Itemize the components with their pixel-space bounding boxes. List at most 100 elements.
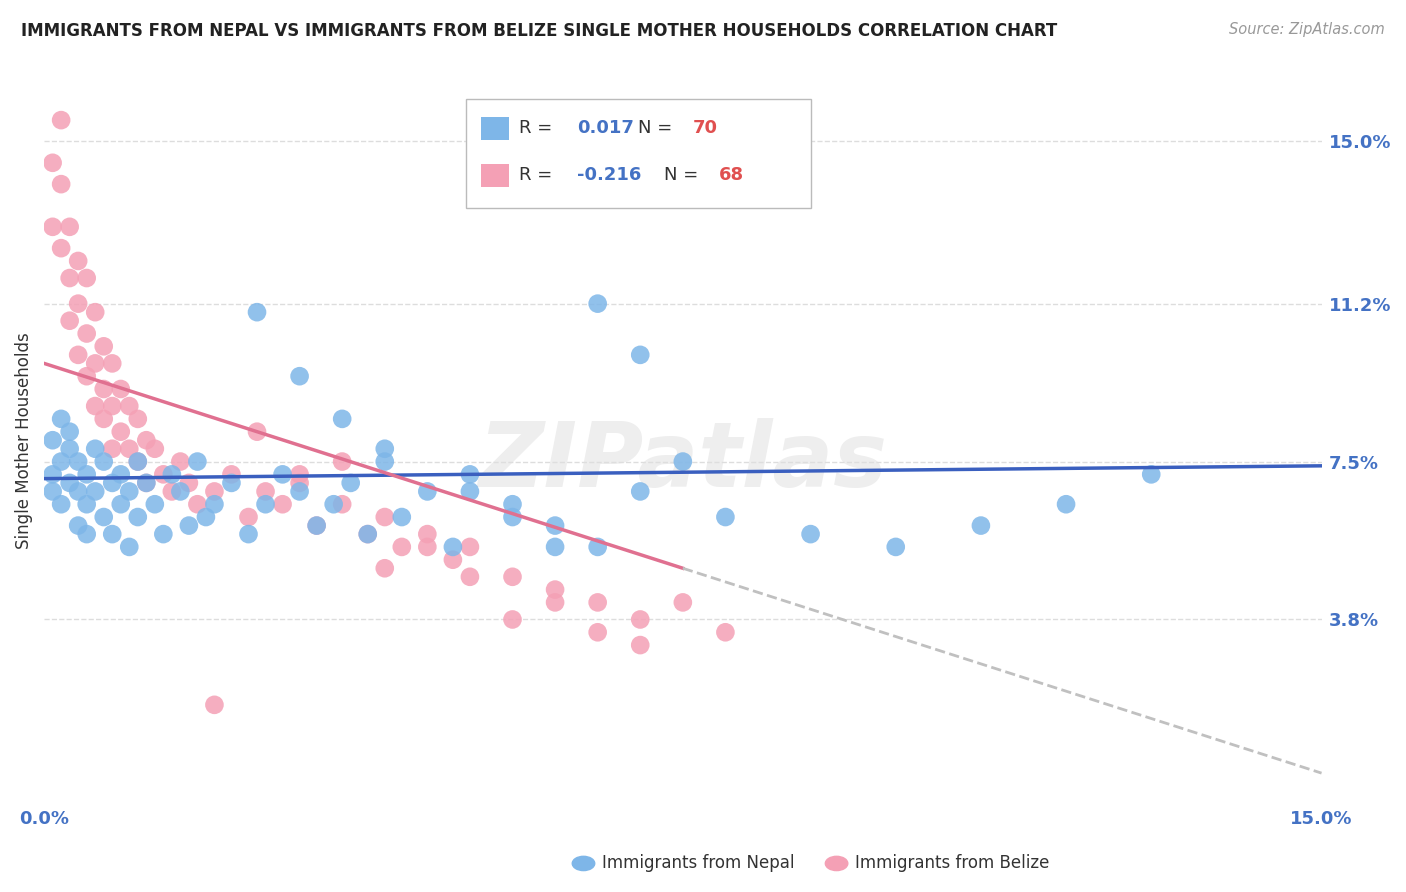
Point [67, 254, 90, 268]
Point [118, 442, 141, 456]
Point [628, 484, 651, 499]
Point [41, 467, 63, 482]
Text: R =: R = [519, 167, 558, 185]
Point [339, 475, 361, 490]
Y-axis label: Single Mother Households: Single Mother Households [15, 332, 32, 549]
Point [118, 399, 141, 413]
Point [59, 425, 82, 439]
Point [628, 638, 651, 652]
Text: N =: N = [638, 120, 678, 137]
Point [67, 348, 90, 362]
Point [59, 475, 82, 490]
Point [458, 467, 481, 482]
Point [441, 540, 464, 554]
FancyBboxPatch shape [481, 164, 509, 187]
Point [59, 271, 82, 285]
Point [101, 356, 124, 370]
Point [246, 305, 269, 319]
Point [59, 314, 82, 328]
Point [288, 467, 311, 482]
Text: 0.017: 0.017 [576, 120, 634, 137]
Point [93, 412, 115, 426]
Point [502, 497, 524, 511]
Point [586, 595, 609, 609]
Point [544, 582, 567, 597]
Point [49, 412, 72, 426]
Point [458, 484, 481, 499]
Point [186, 497, 208, 511]
Point [322, 497, 344, 511]
Point [374, 442, 396, 456]
Point [305, 518, 328, 533]
Point [1140, 467, 1163, 482]
Point [970, 518, 993, 533]
Point [374, 510, 396, 524]
Point [1054, 497, 1077, 511]
Point [628, 612, 651, 626]
Point [127, 454, 149, 468]
Point [59, 219, 82, 234]
Point [135, 475, 157, 490]
Point [41, 434, 63, 448]
Point [93, 510, 115, 524]
Point [84, 399, 107, 413]
Point [357, 527, 380, 541]
Point [76, 467, 98, 482]
Point [101, 527, 124, 541]
Text: Immigrants from Nepal: Immigrants from Nepal [602, 855, 794, 872]
Point [800, 527, 823, 541]
Text: -0.216: -0.216 [576, 167, 641, 185]
Point [416, 527, 439, 541]
Point [84, 356, 107, 370]
Point [204, 497, 226, 511]
Point [76, 369, 98, 384]
Text: IMMIGRANTS FROM NEPAL VS IMMIGRANTS FROM BELIZE SINGLE MOTHER HOUSEHOLDS CORRELA: IMMIGRANTS FROM NEPAL VS IMMIGRANTS FROM… [21, 22, 1057, 40]
Point [118, 540, 141, 554]
Point [143, 497, 166, 511]
Point [544, 540, 567, 554]
Point [204, 484, 226, 499]
Point [628, 348, 651, 362]
Point [101, 475, 124, 490]
Point [254, 497, 277, 511]
Point [458, 570, 481, 584]
Text: 68: 68 [718, 167, 744, 185]
Point [391, 510, 413, 524]
Point [374, 454, 396, 468]
Point [127, 412, 149, 426]
Point [41, 484, 63, 499]
Point [330, 454, 353, 468]
Point [49, 177, 72, 191]
Point [110, 497, 132, 511]
Point [67, 454, 90, 468]
Point [416, 484, 439, 499]
Point [288, 369, 311, 384]
Point [93, 382, 115, 396]
FancyBboxPatch shape [465, 99, 811, 208]
Point [194, 510, 217, 524]
Point [93, 454, 115, 468]
Point [502, 510, 524, 524]
Point [714, 510, 737, 524]
Point [271, 497, 294, 511]
Point [49, 113, 72, 128]
Point [160, 467, 183, 482]
Point [458, 540, 481, 554]
Point [118, 484, 141, 499]
Point [204, 698, 226, 712]
Point [586, 625, 609, 640]
Point [502, 612, 524, 626]
Point [884, 540, 907, 554]
Point [177, 475, 200, 490]
Point [672, 454, 695, 468]
Point [101, 399, 124, 413]
Point [49, 454, 72, 468]
Point [177, 518, 200, 533]
Point [254, 484, 277, 499]
Point [441, 552, 464, 566]
Point [238, 527, 260, 541]
Point [110, 467, 132, 482]
Point [246, 425, 269, 439]
Point [238, 510, 260, 524]
Point [714, 625, 737, 640]
